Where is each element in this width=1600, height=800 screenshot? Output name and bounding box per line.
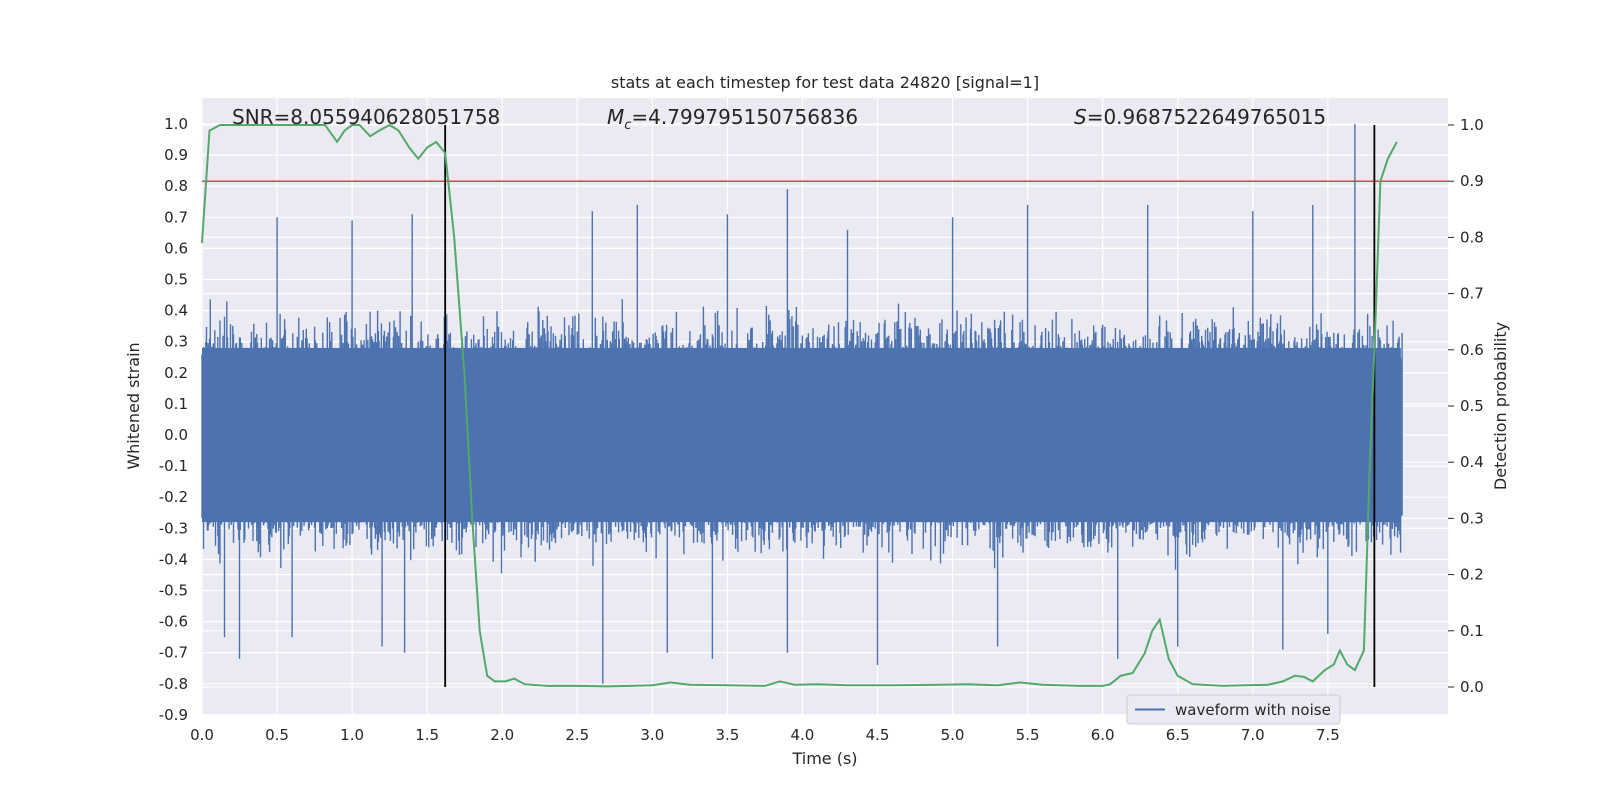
x-tick-label: 3.0 bbox=[640, 726, 664, 744]
y-tick-label: -0.9 bbox=[159, 706, 188, 724]
y-right-tick-label: 0.5 bbox=[1460, 397, 1484, 415]
y-tick-label: -0.8 bbox=[159, 675, 188, 693]
y-right-tick-label: 0.4 bbox=[1460, 453, 1484, 471]
x-tick-label: 6.5 bbox=[1166, 726, 1190, 744]
snr-annotation: SNR=8.055940628051758 bbox=[232, 105, 500, 129]
y-right-tick-label: 0.2 bbox=[1460, 566, 1484, 584]
legend: waveform with noise bbox=[1126, 694, 1341, 725]
y-tick-label: 0.4 bbox=[164, 302, 188, 320]
y-tick-label: -0.3 bbox=[159, 519, 188, 537]
chirp-mass-subscript: c bbox=[624, 118, 631, 133]
x-tick-label: 7.0 bbox=[1241, 726, 1265, 744]
x-tick-label: 7.5 bbox=[1316, 726, 1340, 744]
x-tick-label: 6.0 bbox=[1091, 726, 1115, 744]
x-tick-label: 1.0 bbox=[340, 726, 364, 744]
score-value: =0.9687522649765015 bbox=[1087, 105, 1326, 129]
x-tick-label: 2.0 bbox=[490, 726, 514, 744]
y-tick-label: -0.6 bbox=[159, 613, 188, 631]
waveform-with-noise-series bbox=[201, 124, 1403, 684]
y-tick-label: 0.8 bbox=[164, 177, 188, 195]
x-axis-label: Time (s) bbox=[791, 749, 857, 768]
x-tick-label: 0.5 bbox=[265, 726, 289, 744]
chirp-mass-symbol: M bbox=[607, 105, 624, 129]
score-annotation: S=0.9687522649765015 bbox=[1074, 105, 1326, 129]
y-tick-label: 0.3 bbox=[164, 333, 188, 351]
y-tick-label: 1.0 bbox=[164, 115, 188, 133]
y-tick-label: 0.1 bbox=[164, 395, 188, 413]
x-tick-label: 5.5 bbox=[1016, 726, 1040, 744]
y-right-tick-label: 0.9 bbox=[1460, 172, 1484, 190]
y-tick-label: -0.2 bbox=[159, 488, 188, 506]
y-right-tick-label: 1.0 bbox=[1460, 116, 1484, 134]
y-right-tick-label: 0.0 bbox=[1460, 678, 1484, 696]
y-tick-label: -0.5 bbox=[159, 582, 188, 600]
y-tick-label: 0.9 bbox=[164, 146, 188, 164]
x-tick-label: 3.5 bbox=[715, 726, 739, 744]
y-tick-label: 0.5 bbox=[164, 271, 188, 289]
x-tick-label: 4.5 bbox=[866, 726, 890, 744]
waveform-trace bbox=[201, 124, 1403, 684]
y-right-tick-label: 0.8 bbox=[1460, 228, 1484, 246]
y-tick-label: 0.0 bbox=[164, 426, 188, 444]
y-right-tick-labels: 0.0 0.1 0.2 0.3 0.4 0.5 0.6 0.7 0.8 0.9 1.0 bbox=[1448, 116, 1484, 696]
y-tick-label: 0.6 bbox=[164, 239, 188, 257]
x-tick-label: 0.0 bbox=[190, 726, 214, 744]
x-tick-label: 4.0 bbox=[791, 726, 815, 744]
y-tick-label: 0.2 bbox=[164, 364, 188, 382]
y-tick-labels: -0.9 -0.8 -0.7 -0.6 -0.5 -0.4 -0.3 -0.2 -0.1 0.0 0… bbox=[159, 115, 188, 724]
chirp-mass-value: =4.799795150756836 bbox=[631, 105, 858, 129]
y-tick-label: -0.4 bbox=[159, 550, 188, 568]
legend-label: waveform with noise bbox=[1175, 701, 1331, 719]
y-right-tick-label: 0.7 bbox=[1460, 285, 1484, 303]
chirp-mass-annotation: Mc=4.799795150756836 bbox=[607, 105, 858, 133]
overlay-lines bbox=[202, 125, 1448, 687]
legend-box bbox=[1126, 694, 1341, 725]
y-right-tick-label: 0.1 bbox=[1460, 622, 1484, 640]
x-tick-label: 1.5 bbox=[415, 726, 439, 744]
y-right-tick-label: 0.6 bbox=[1460, 341, 1484, 359]
score-symbol: S bbox=[1074, 105, 1087, 129]
y-axis-label: Whitened strain bbox=[124, 342, 143, 469]
detection-probability-series bbox=[201, 123, 1398, 688]
detection-probability-line bbox=[201, 123, 1398, 688]
y-right-axis-label: Detection probability bbox=[1491, 322, 1510, 490]
y-tick-label: -0.7 bbox=[159, 644, 188, 662]
x-tick-labels: 0.0 0.5 1.0 1.5 2.0 2.5 3.0 3.5 4.0 4.5 5.0 5.5 6.0 6… bbox=[190, 726, 1340, 744]
y-right-tick-label: 0.3 bbox=[1460, 509, 1484, 527]
y-tick-label: 0.7 bbox=[164, 208, 188, 226]
y-tick-label: -0.1 bbox=[159, 457, 188, 475]
x-tick-label: 2.5 bbox=[565, 726, 589, 744]
x-tick-label: 5.0 bbox=[941, 726, 965, 744]
chart-title: stats at each timestep for test data 248… bbox=[611, 73, 1039, 92]
